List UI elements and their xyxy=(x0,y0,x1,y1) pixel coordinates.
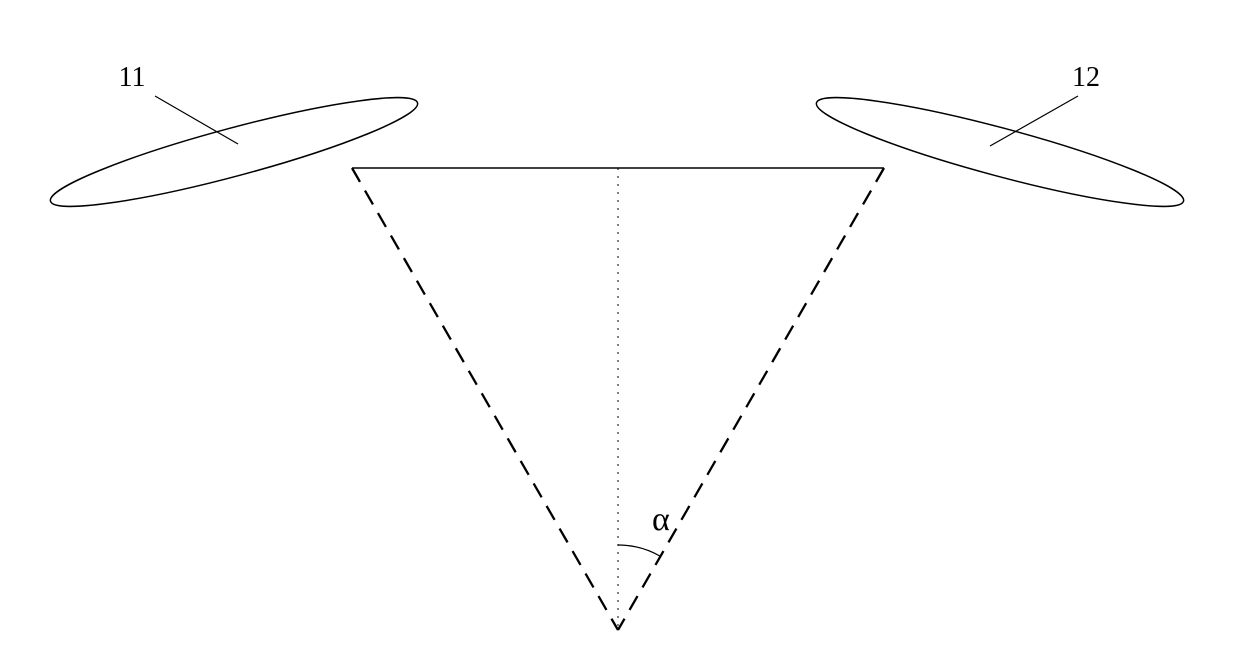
right-ellipse xyxy=(810,80,1189,225)
dashed-left-leg xyxy=(352,168,618,630)
leader-line-right xyxy=(990,96,1078,146)
diagram-canvas: 11 12 α xyxy=(0,0,1240,664)
label-left-number: 11 xyxy=(119,62,146,93)
label-angle-alpha: α xyxy=(652,501,670,538)
angle-arc xyxy=(618,545,661,556)
label-right-number: 12 xyxy=(1072,62,1100,93)
dashed-right-leg xyxy=(618,168,884,630)
left-ellipse xyxy=(44,80,423,225)
